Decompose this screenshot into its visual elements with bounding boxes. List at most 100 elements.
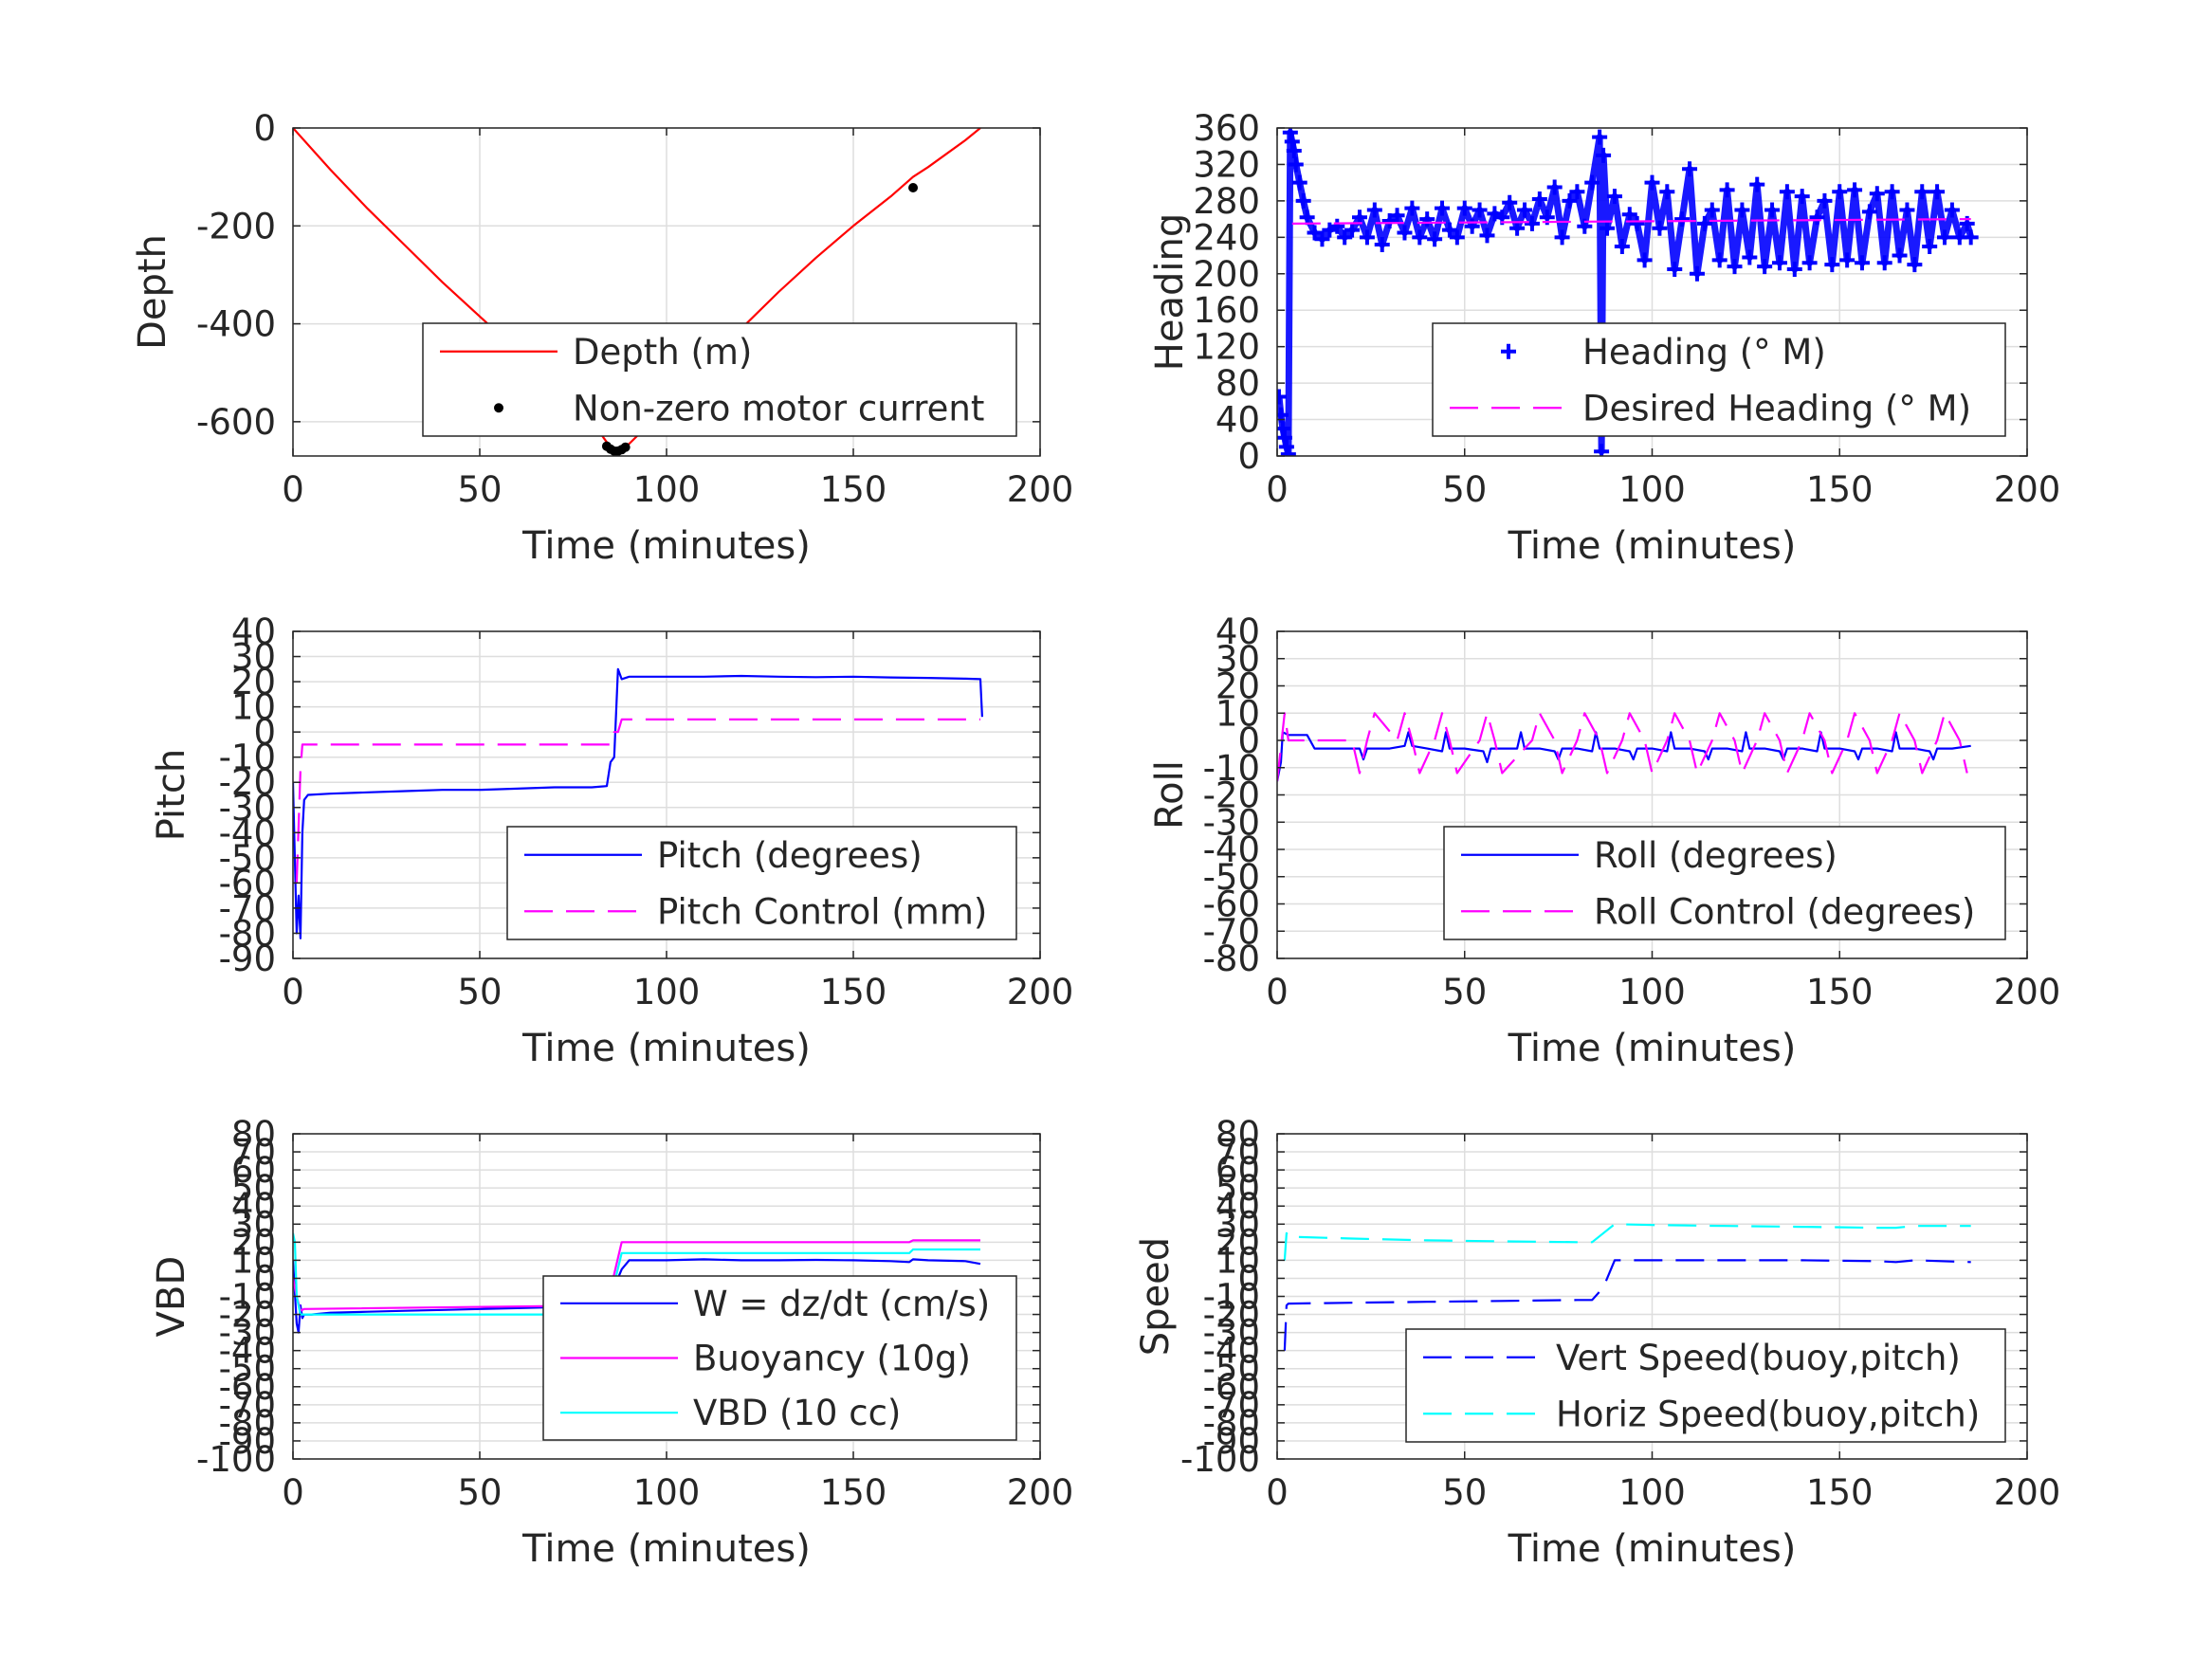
y-axis-label: Speed (1134, 1237, 1178, 1356)
y-tick-label: -50 (1203, 1349, 1260, 1390)
y-tick-label: 40 (1216, 1186, 1260, 1227)
series-2 (1283, 1223, 1971, 1261)
y-tick-label: -90 (1203, 1421, 1260, 1462)
series-line (1283, 1223, 1971, 1261)
legend-box (1432, 322, 2006, 437)
y-tick-label: 20 (1216, 1222, 1260, 1263)
y-tick-label: -20 (219, 762, 276, 803)
y-tick-label: -80 (1203, 1403, 1260, 1444)
legend: Depth (m) Non-zero motor current (422, 322, 1017, 437)
y-tick-label: -10 (1203, 748, 1260, 789)
y-tick-label: -70 (1203, 1385, 1260, 1426)
legend-label: Roll (degrees) (1594, 835, 1837, 876)
x-axis-label: Time (minutes) (521, 524, 811, 568)
y-axis-label: Roll (1148, 760, 1192, 830)
y-tick-label: 30 (1216, 1204, 1260, 1245)
y-tick-label: -80 (1203, 939, 1260, 979)
x-tick-label: 50 (457, 469, 502, 510)
y-tick-label: 40 (1216, 611, 1260, 652)
y-tick-label: 160 (1193, 290, 1260, 331)
series-band (1277, 129, 1975, 456)
legend: Pitch (degrees) Pitch Control (mm) (506, 826, 1017, 940)
x-tick-label: 100 (1618, 469, 1686, 510)
x-tick-label: 150 (1806, 1472, 1874, 1513)
y-tick-label: -400 (196, 304, 276, 345)
y-tick-label: 20 (231, 662, 276, 702)
series-line (295, 718, 980, 884)
legend-label: VBD (10 cc) (693, 1393, 901, 1433)
series-2 (1291, 218, 1971, 225)
legend-label: Depth (m) (573, 332, 752, 373)
x-tick-label: 200 (1007, 1472, 1074, 1513)
y-axis-label: Depth (131, 234, 174, 350)
series-line (293, 128, 981, 452)
y-tick-label: 10 (231, 1240, 276, 1281)
y-tick-label: 50 (1216, 1168, 1260, 1209)
y-tick-label: 70 (1216, 1132, 1260, 1173)
x-axis-label: Time (minutes) (1508, 1527, 1797, 1571)
x-tick-label: 50 (457, 1472, 502, 1513)
legend-box (1443, 826, 2006, 940)
series-3 (293, 1232, 980, 1316)
y-tick-label: 10 (1216, 1240, 1260, 1281)
chart-depth: 0 50 100 150 200 -600 -400 -200 0 Time (minutes) D… (131, 108, 1073, 568)
y-tick-label: -80 (219, 913, 276, 954)
data-layer (293, 128, 981, 456)
legend-label: Buoyancy (10g) (693, 1339, 971, 1379)
series-1 (1277, 128, 1979, 456)
x-tick-label: 200 (1994, 469, 2061, 510)
y-tick-label: 0 (1237, 1258, 1260, 1299)
x-tick-label: 200 (1007, 972, 1074, 1012)
data-layer (1283, 1223, 1971, 1351)
series-line (293, 1232, 980, 1316)
legend-marker (1501, 343, 1516, 359)
y-tick-label: 70 (231, 1132, 276, 1173)
y-tick-label: -70 (219, 1385, 276, 1426)
legend-box (1405, 1328, 2006, 1443)
x-tick-label: 150 (1806, 469, 1874, 510)
legend: W = dz/dt (cm/s) Buoyancy (10g) VBD (10 cc… (542, 1275, 1017, 1441)
chart-vbd: 0 50 100 150 200-100-90-80-70-60-50-40-30-20… (150, 1114, 1073, 1571)
legend-marker (494, 403, 503, 413)
x-tick-label: 100 (633, 1472, 701, 1513)
y-tick-label: 240 (1193, 217, 1260, 258)
y-tick-label: 30 (231, 1204, 276, 1245)
y-tick-label: -90 (219, 1421, 276, 1462)
data-layer (293, 667, 983, 939)
y-tick-label: 0 (1237, 720, 1260, 761)
x-tick-label: 150 (820, 469, 887, 510)
x-tick-label: 200 (1994, 1472, 2061, 1513)
legend-box (506, 826, 1017, 940)
x-tick-label: 50 (1442, 469, 1487, 510)
x-tick-label: 0 (1266, 1472, 1289, 1513)
y-tick-label: -30 (1203, 802, 1260, 843)
x-tick-label: 0 (282, 469, 304, 510)
y-tick-label: 0 (1237, 436, 1260, 477)
chart-pitch: 0 50 100 150 200-90-80-70-60-50-40-30-20-100… (150, 611, 1073, 1070)
y-tick-label: -200 (196, 206, 276, 246)
series-1 (1283, 1259, 1971, 1351)
y-axis-label: Heading (1148, 213, 1192, 371)
y-tick-label: -40 (219, 1331, 276, 1372)
y-tick-label: 80 (1216, 1114, 1260, 1155)
x-tick-label: 100 (1618, 972, 1686, 1012)
y-tick-label: 60 (231, 1150, 276, 1191)
legend-label: Horiz Speed(buoy,pitch) (1556, 1394, 1980, 1434)
legend-label: Non-zero motor current (573, 388, 984, 428)
y-tick-label: 40 (231, 1186, 276, 1227)
legend-box (422, 322, 1017, 437)
y-axis-label: Pitch (150, 749, 193, 841)
legend-label: Pitch (degrees) (657, 835, 923, 876)
legend: Roll (degrees) Roll Control (degrees) (1443, 826, 2006, 940)
y-tick-label: 320 (1193, 144, 1260, 185)
y-tick-label: 60 (1216, 1150, 1260, 1191)
series-2 (601, 183, 919, 456)
x-tick-label: 150 (1806, 972, 1874, 1012)
y-tick-label: -20 (219, 1295, 276, 1336)
x-tick-label: 150 (820, 972, 887, 1012)
x-tick-label: 200 (1994, 972, 2061, 1012)
y-tick-label: 120 (1193, 327, 1260, 368)
y-axis-label: VBD (150, 1256, 193, 1338)
y-tick-label: 50 (231, 1168, 276, 1209)
